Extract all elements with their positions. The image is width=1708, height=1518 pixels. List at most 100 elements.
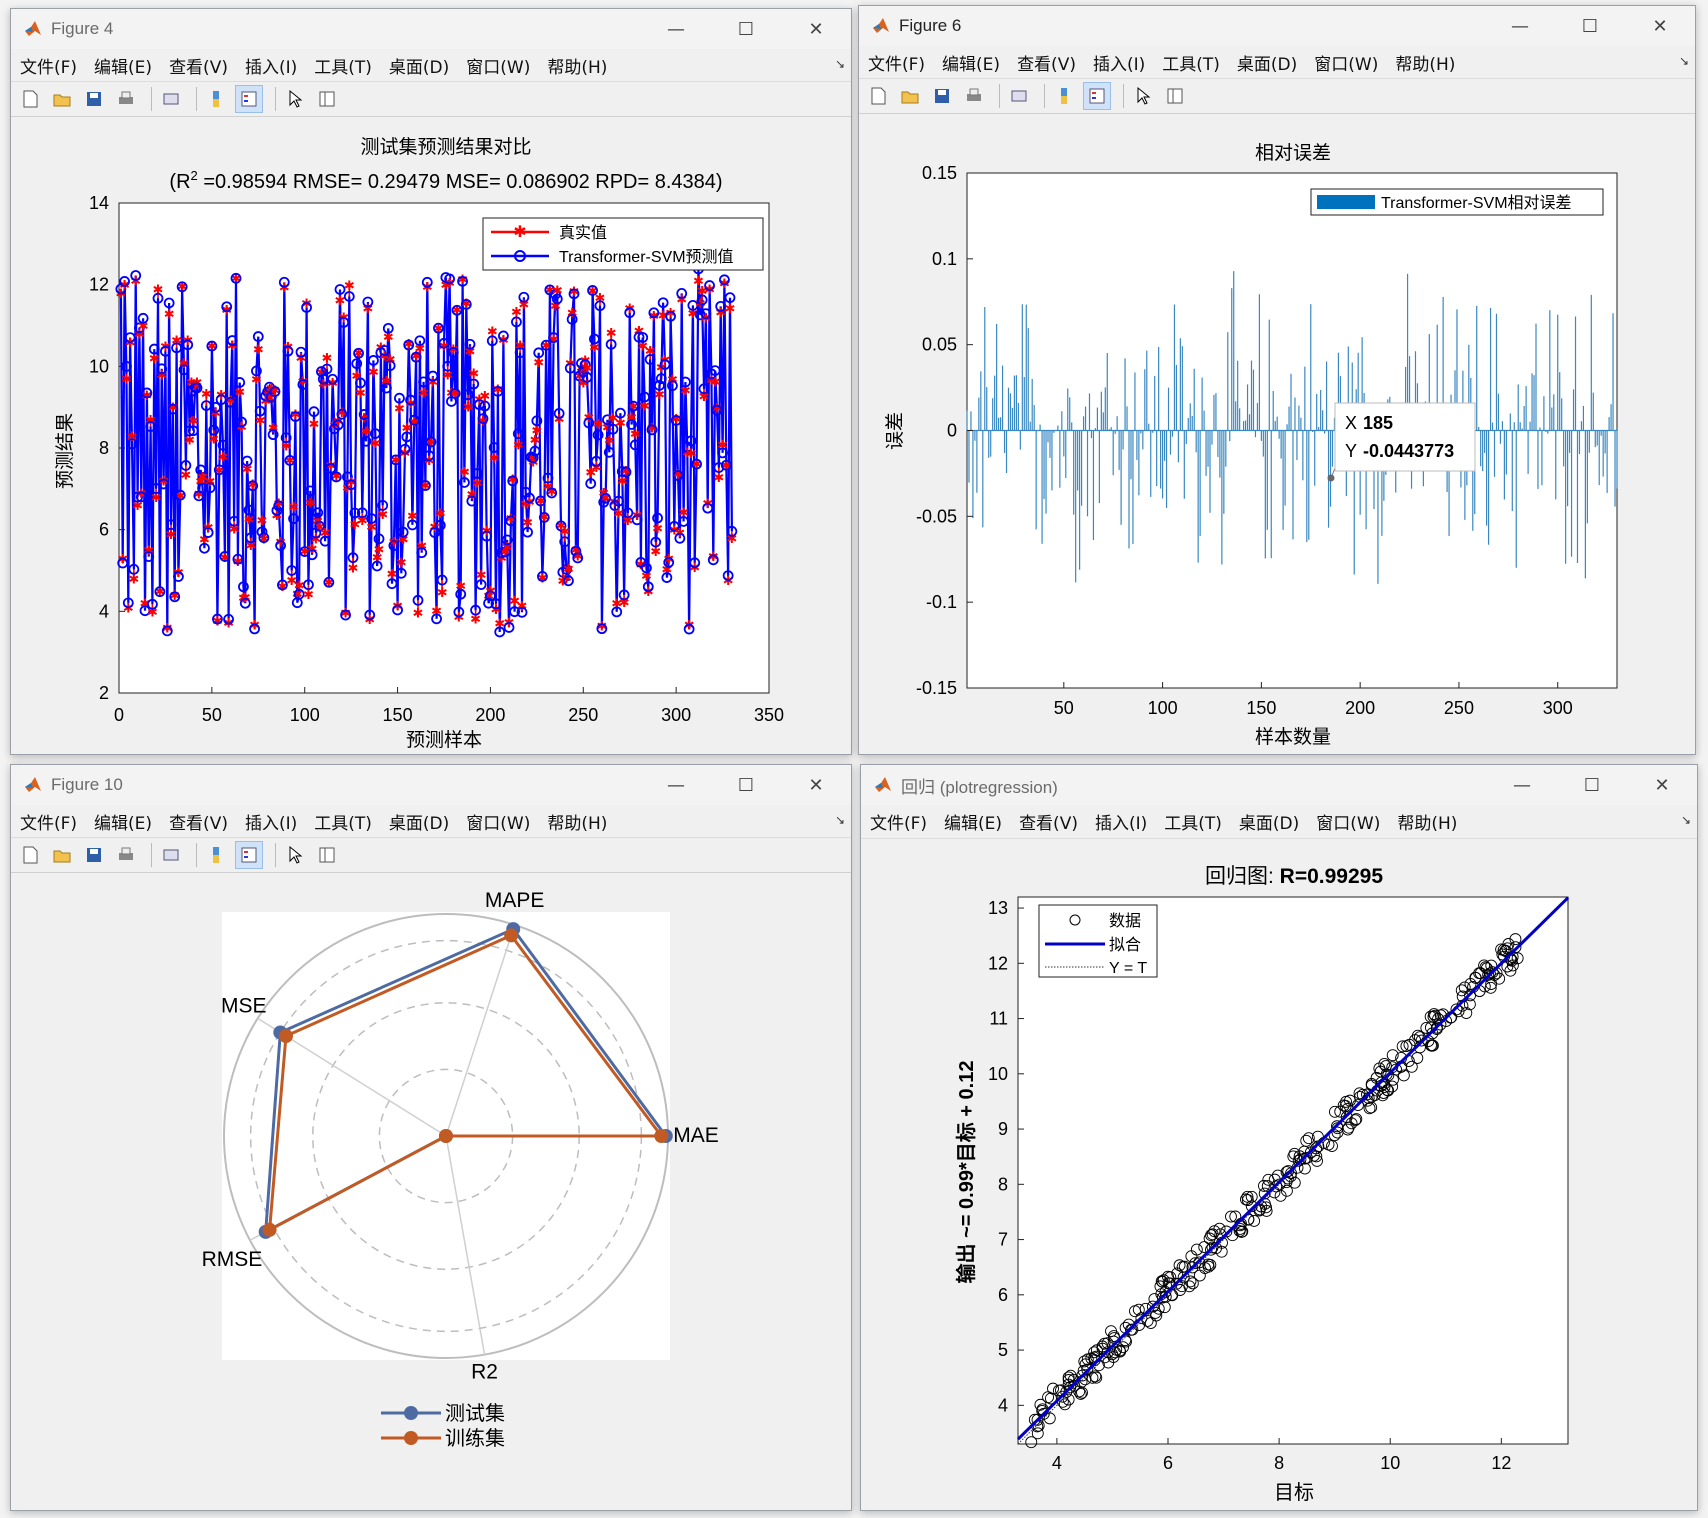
menu-tools[interactable]: 工具(T) xyxy=(314,57,372,78)
pred-point xyxy=(351,358,363,370)
pred-point xyxy=(124,332,136,343)
dock-icon[interactable]: ↘ xyxy=(1678,54,1689,68)
regression-window[interactable]: 回归 (plotregression) — ☐ ✕ 文件(F) 编辑(E) 查看… xyxy=(860,764,1698,1511)
menu-desktop[interactable]: 桌面(D) xyxy=(388,813,450,834)
open-icon[interactable] xyxy=(49,86,75,112)
print-icon[interactable] xyxy=(961,83,987,109)
menu-tools[interactable]: 工具(T) xyxy=(1164,813,1222,834)
legend-icon[interactable] xyxy=(235,85,263,113)
menu-insert[interactable]: 插入(I) xyxy=(1094,813,1148,834)
regression-legend[interactable]: 数据 拟合 Y = T xyxy=(1038,904,1158,978)
open-icon[interactable] xyxy=(897,83,923,109)
link-icon[interactable] xyxy=(158,842,184,868)
figure6-window[interactable]: Figure 6 — ☐ ✕ 文件(F) 编辑(E) 查看(V) 插入(I) 工… xyxy=(858,5,1696,755)
figure10-titlebar[interactable]: Figure 10 — ☐ ✕ xyxy=(11,765,851,805)
figure4-window[interactable]: Figure 4 — ☐ ✕ 文件(F) 编辑(E) 查看(V) 插入(I) 工… xyxy=(10,8,852,755)
pointer-icon[interactable] xyxy=(1130,83,1156,109)
menu-tools[interactable]: 工具(T) xyxy=(1162,54,1220,75)
print-icon[interactable] xyxy=(113,842,139,868)
menu-window[interactable]: 窗口(W) xyxy=(1314,54,1379,75)
toolbar-separator xyxy=(196,87,197,111)
colorbar-icon[interactable] xyxy=(203,842,229,868)
radar-point xyxy=(262,1222,277,1237)
minimize-icon[interactable]: — xyxy=(1511,15,1529,37)
property-editor-icon[interactable] xyxy=(314,86,340,112)
datatip[interactable]: X 185 Y -0.0443773 xyxy=(1327,402,1476,482)
minimize-icon[interactable]: — xyxy=(667,774,685,796)
menu-desktop[interactable]: 桌面(D) xyxy=(1236,54,1298,75)
close-icon[interactable]: ✕ xyxy=(808,18,824,40)
figure10-legend[interactable]: 测试集 训练集 xyxy=(381,1402,505,1450)
pred-point xyxy=(631,514,643,526)
menu-desktop[interactable]: 桌面(D) xyxy=(388,57,450,78)
figure4-titlebar[interactable]: Figure 4 — ☐ ✕ xyxy=(11,9,851,49)
figure6-titlebar[interactable]: Figure 6 — ☐ ✕ xyxy=(859,6,1695,46)
menu-view[interactable]: 查看(V) xyxy=(1017,54,1076,75)
new-figure-icon[interactable] xyxy=(17,86,43,112)
pred-point xyxy=(447,346,459,358)
menu-edit[interactable]: 编辑(E) xyxy=(944,813,1003,834)
property-editor-icon[interactable] xyxy=(314,842,340,868)
legend-icon[interactable] xyxy=(1083,82,1111,110)
new-figure-icon[interactable] xyxy=(865,83,891,109)
dock-icon[interactable]: ↘ xyxy=(1680,813,1691,827)
menu-file[interactable]: 文件(F) xyxy=(868,54,926,75)
menu-window[interactable]: 窗口(W) xyxy=(1316,813,1381,834)
figure10-window[interactable]: Figure 10 — ☐ ✕ 文件(F) 编辑(E) 查看(V) 插入(I) … xyxy=(10,764,852,1511)
menu-help[interactable]: 帮助(H) xyxy=(547,57,608,78)
menu-file[interactable]: 文件(F) xyxy=(20,813,78,834)
maximize-icon[interactable]: ☐ xyxy=(737,774,755,796)
true-point: ✱ xyxy=(292,587,303,602)
figure6-legend[interactable]: Transformer-SVM相对误差 xyxy=(1310,188,1604,216)
menu-view[interactable]: 查看(V) xyxy=(1019,813,1078,834)
menu-help[interactable]: 帮助(H) xyxy=(1395,54,1456,75)
true-point: ✱ xyxy=(407,509,418,524)
regression-titlebar[interactable]: 回归 (plotregression) — ☐ ✕ xyxy=(861,765,1697,805)
menu-help[interactable]: 帮助(H) xyxy=(547,813,608,834)
pointer-icon[interactable] xyxy=(282,86,308,112)
minimize-icon[interactable]: — xyxy=(1513,774,1531,796)
menu-desktop[interactable]: 桌面(D) xyxy=(1238,813,1300,834)
menu-window[interactable]: 窗口(W) xyxy=(466,57,531,78)
menu-insert[interactable]: 插入(I) xyxy=(244,57,298,78)
link-icon[interactable] xyxy=(158,86,184,112)
menu-file[interactable]: 文件(F) xyxy=(20,57,78,78)
dock-icon[interactable]: ↘ xyxy=(834,57,845,71)
data-point xyxy=(1260,1201,1272,1214)
maximize-icon[interactable]: ☐ xyxy=(1581,15,1599,37)
colorbar-icon[interactable] xyxy=(1051,83,1077,109)
data-point xyxy=(1294,1153,1307,1166)
menu-help[interactable]: 帮助(H) xyxy=(1397,813,1458,834)
menu-edit[interactable]: 编辑(E) xyxy=(94,57,153,78)
data-point xyxy=(1098,1337,1111,1350)
menu-edit[interactable]: 编辑(E) xyxy=(94,813,153,834)
maximize-icon[interactable]: ☐ xyxy=(737,18,755,40)
menu-edit[interactable]: 编辑(E) xyxy=(942,54,1001,75)
menu-file[interactable]: 文件(F) xyxy=(870,813,928,834)
menu-insert[interactable]: 插入(I) xyxy=(244,813,298,834)
property-editor-icon[interactable] xyxy=(1162,83,1188,109)
new-figure-icon[interactable] xyxy=(17,842,43,868)
legend-icon[interactable] xyxy=(235,841,263,869)
menu-insert[interactable]: 插入(I) xyxy=(1092,54,1146,75)
menu-window[interactable]: 窗口(W) xyxy=(466,813,531,834)
close-icon[interactable]: ✕ xyxy=(1652,15,1668,37)
minimize-icon[interactable]: — xyxy=(667,18,685,40)
open-icon[interactable] xyxy=(49,842,75,868)
figure4-legend[interactable]: ✱ 真实值 Transformer-SVM预测值 xyxy=(482,217,764,271)
link-icon[interactable] xyxy=(1006,83,1032,109)
save-icon[interactable] xyxy=(81,842,107,868)
colorbar-icon[interactable] xyxy=(203,86,229,112)
print-icon[interactable] xyxy=(113,86,139,112)
save-icon[interactable] xyxy=(81,86,107,112)
close-icon[interactable]: ✕ xyxy=(1654,774,1670,796)
dock-icon[interactable]: ↘ xyxy=(834,813,845,827)
menu-view[interactable]: 查看(V) xyxy=(169,813,228,834)
maximize-icon[interactable]: ☐ xyxy=(1583,774,1601,796)
save-icon[interactable] xyxy=(929,83,955,109)
pointer-icon[interactable] xyxy=(282,842,308,868)
close-icon[interactable]: ✕ xyxy=(808,774,824,796)
menu-tools[interactable]: 工具(T) xyxy=(314,813,372,834)
pred-point xyxy=(119,276,130,287)
menu-view[interactable]: 查看(V) xyxy=(169,57,228,78)
